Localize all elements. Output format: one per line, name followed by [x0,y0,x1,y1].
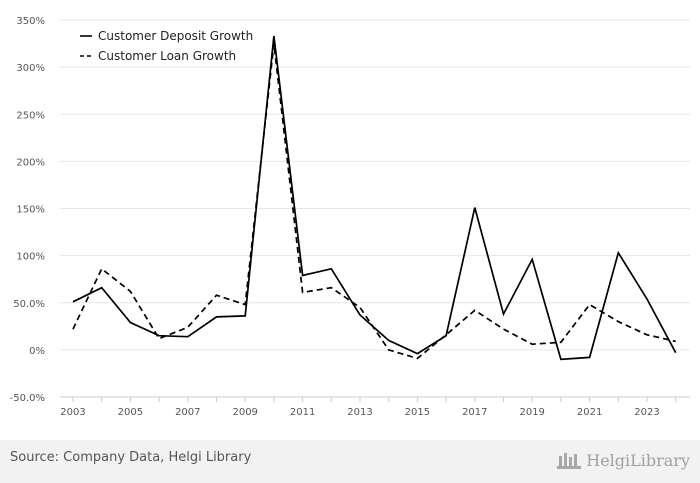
y-tick-label: 300% [16,63,45,74]
library-icon [557,453,582,469]
x-tick-label: 2005 [118,407,143,418]
y-tick-label: 50.0% [13,299,45,310]
x-tick-label: 2019 [519,407,544,418]
logo-text: HelgiLibrary [586,450,690,470]
legend: Customer Deposit Growth Customer Loan Gr… [80,29,253,63]
x-tick-label: 2017 [462,407,487,418]
y-tick-label: -50.0% [10,393,45,404]
legend-label-loan: Customer Loan Growth [98,49,236,63]
series-lines [72,35,677,361]
x-axis: 2003 2005 2007 2009 2011 2013 2015 2017 2019 2021… [60,396,690,418]
grid-lines [60,19,690,351]
y-tick-label: 150% [16,205,45,216]
y-axis: -50.0% 0% 50.0% 100% 150% 200% 250% 300% 350% [10,16,45,404]
x-tick-label: 2021 [577,407,602,418]
helgi-library-logo: HelgiLibrary [556,448,690,472]
x-tick-label: 2011 [290,407,315,418]
x-tick-label: 2015 [405,407,430,418]
series-line-loan [72,43,676,360]
y-tick-label: 0% [29,346,45,357]
y-tick-label: 350% [16,16,45,27]
x-tick-label: 2007 [175,407,200,418]
y-tick-label: 250% [16,110,45,121]
footer: Source: Company Data, Helgi Library Helg… [0,440,700,483]
source-text: Source: Company Data, Helgi Library [10,450,252,465]
x-tick-label: 2003 [60,407,85,418]
x-tick-label: 2013 [347,407,372,418]
x-tick-label: 2009 [232,407,257,418]
y-tick-label: 200% [16,157,45,168]
legend-label-deposit: Customer Deposit Growth [98,29,253,43]
x-tick-label: 2023 [634,407,659,418]
line-chart: -50.0% 0% 50.0% 100% 150% 200% 250% 300% 350% 20… [10,16,690,418]
y-tick-label: 100% [16,252,45,263]
